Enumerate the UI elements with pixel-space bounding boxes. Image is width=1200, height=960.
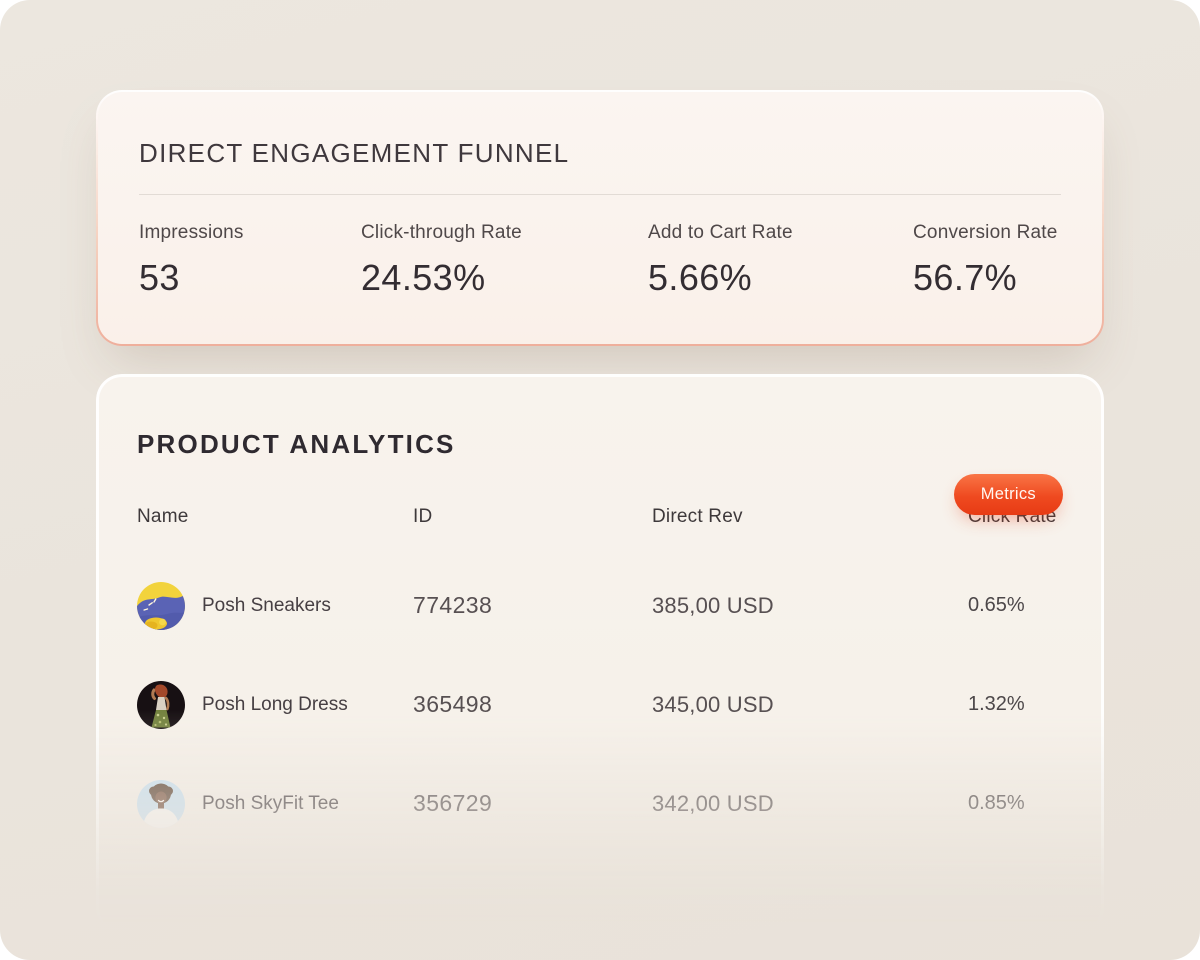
product-id: 774238 <box>413 592 493 618</box>
metric-conversion-rate: Conversion Rate 56.7% <box>913 222 1061 299</box>
table-body: Posh Sneakers 774238 385,00 USD 0.65% <box>137 556 1063 853</box>
sneakers-image <box>137 581 185 630</box>
divider <box>139 194 1061 195</box>
product-click-rate: 1.32% <box>968 693 1025 715</box>
product-name: Posh SkyFit Tee <box>202 792 339 814</box>
metrics-button[interactable]: Metrics <box>953 474 1063 515</box>
table-row[interactable]: Posh SkyFit Tee 356729 342,00 USD 0.85% <box>137 754 1063 853</box>
table-row[interactable]: Posh Sneakers 774238 385,00 USD 0.65% <box>137 556 1063 655</box>
funnel-metrics: Impressions 53 Click-through Rate 24.53%… <box>139 222 1061 299</box>
metric-impressions: Impressions 53 <box>139 222 361 299</box>
table-row[interactable]: Posh Long Dress 365498 345,00 USD 1.32% <box>137 655 1063 754</box>
analytics-card-title: PRODUCT ANALYTICS <box>137 429 456 459</box>
column-header-direct-rev: Direct Rev <box>652 506 743 527</box>
product-name: Posh Long Dress <box>202 693 348 715</box>
metric-label: Impressions <box>139 222 244 243</box>
column-header-name: Name <box>137 506 189 527</box>
metric-value: 53 <box>139 257 180 298</box>
column-header-id: ID <box>413 506 433 527</box>
metric-value: 56.7% <box>913 257 1018 298</box>
product-analytics-card: PRODUCT ANALYTICS Metrics Name ID Direct… <box>96 374 1104 934</box>
metric-label: Conversion Rate <box>913 222 1058 243</box>
product-id: 365498 <box>413 691 493 717</box>
sneakers-product-photo <box>137 581 185 630</box>
metric-label: Add to Cart Rate <box>648 222 793 243</box>
product-direct-rev: 385,00 USD <box>652 592 774 618</box>
table-header-row: Name ID Direct Rev Click Rate <box>137 506 1063 528</box>
metric-value: 5.66% <box>648 257 753 298</box>
product-direct-rev: 342,00 USD <box>652 790 774 816</box>
product-direct-rev: 345,00 USD <box>652 691 774 717</box>
long-dress-product-photo <box>137 680 185 729</box>
skyfit-tee-product-photo <box>137 779 185 828</box>
metric-click-through-rate: Click-through Rate 24.53% <box>361 222 648 299</box>
skyfit-tee-image <box>137 779 185 828</box>
long-dress-image <box>137 680 185 729</box>
metric-value: 24.53% <box>361 257 486 298</box>
funnel-card-title: DIRECT ENGAGEMENT FUNNEL <box>139 138 570 168</box>
product-click-rate: 0.85% <box>968 792 1025 814</box>
product-click-rate: 0.65% <box>968 594 1025 616</box>
engagement-funnel-card: DIRECT ENGAGEMENT FUNNEL Impressions 53 … <box>96 90 1104 346</box>
product-id: 356729 <box>413 790 493 816</box>
metric-label: Click-through Rate <box>361 222 522 243</box>
metric-add-to-cart-rate: Add to Cart Rate 5.66% <box>648 222 913 299</box>
product-name: Posh Sneakers <box>202 594 331 616</box>
